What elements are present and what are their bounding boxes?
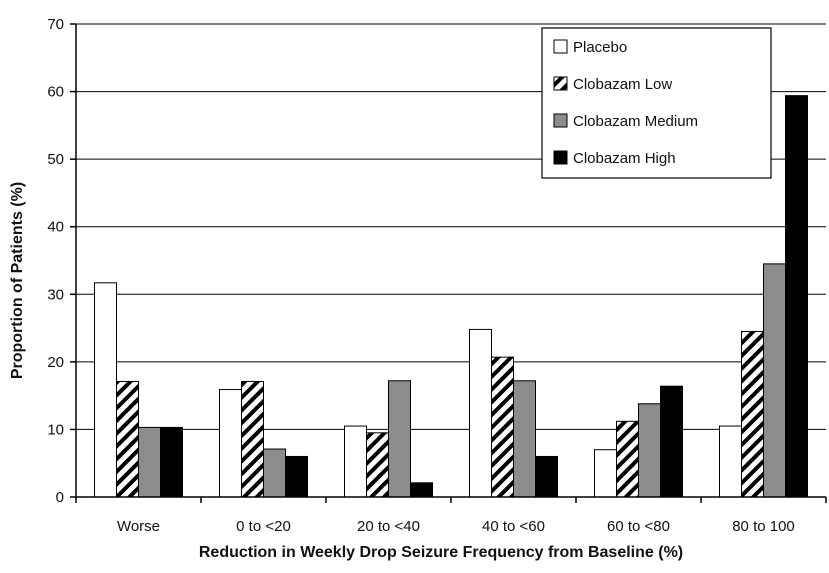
x-tick-label-worse: Worse xyxy=(117,518,160,535)
bar-clobazam-medium-0-to-20 xyxy=(263,448,286,498)
bars xyxy=(94,95,808,498)
bar-clobazam-medium-80-to-100 xyxy=(763,263,786,498)
legend-swatch-clobazam-high xyxy=(553,150,568,165)
legend-label-placebo: Placebo xyxy=(573,39,627,56)
bar-clobazam-low-80-to-100 xyxy=(741,330,764,498)
bar-clobazam-high-60-to-80 xyxy=(660,385,683,498)
bar-clobazam-high-40-to-60 xyxy=(535,455,558,498)
grid-lines xyxy=(76,23,826,430)
legend-label-clobazam-high: Clobazam High xyxy=(573,150,676,167)
y-tick-label-10: 10 xyxy=(47,421,64,438)
x-tick-label-0-to-20: 0 to <20 xyxy=(236,518,291,535)
bar-clobazam-high-worse xyxy=(160,426,183,498)
bar-placebo-60-to-80 xyxy=(594,449,617,498)
bar-placebo-20-to-40 xyxy=(344,425,367,498)
bar-clobazam-medium-20-to-40 xyxy=(388,380,411,498)
bar-clobazam-high-0-to-20 xyxy=(285,455,308,498)
bar-placebo-40-to-60 xyxy=(469,328,492,498)
y-tick-label-60: 60 xyxy=(47,84,64,101)
x-axis-title: Reduction in Weekly Drop Seizure Frequen… xyxy=(199,544,683,561)
legend-swatch-placebo xyxy=(553,39,568,54)
y-tick-labels: 0 10 20 30 40 50 60 70 xyxy=(47,16,64,506)
bar-clobazam-low-40-to-60 xyxy=(491,356,514,498)
y-tick-label-70: 70 xyxy=(47,16,64,33)
y-tick-label-20: 20 xyxy=(47,354,64,371)
legend-swatch-clobazam-low xyxy=(553,76,568,91)
y-tick-label-0: 0 xyxy=(56,489,64,506)
y-axis-title: Proportion of Patients (%) xyxy=(9,182,26,379)
bar-clobazam-high-20-to-40 xyxy=(410,482,433,498)
y-tick-label-50: 50 xyxy=(47,151,64,168)
bar-clobazam-medium-worse xyxy=(138,426,161,498)
bar-clobazam-low-0-to-20 xyxy=(241,380,264,498)
bar-clobazam-medium-40-to-60 xyxy=(513,380,536,498)
bar-placebo-worse xyxy=(94,282,117,498)
bar-clobazam-medium-60-to-80 xyxy=(638,403,661,498)
legend-box xyxy=(541,27,772,179)
x-tick-label-20-to-40: 20 to <40 xyxy=(357,518,420,535)
bar-clobazam-high-80-to-100 xyxy=(785,95,808,498)
bar-placebo-0-to-20 xyxy=(219,389,242,498)
y-tick-label-30: 30 xyxy=(47,286,64,303)
axes xyxy=(70,23,827,503)
bar-clobazam-low-60-to-80 xyxy=(616,420,639,498)
bar-clobazam-low-worse xyxy=(116,380,139,498)
legend-label-clobazam-low: Clobazam Low xyxy=(573,76,672,93)
bar-clobazam-low-20-to-40 xyxy=(366,432,389,498)
x-tick-label-60-to-80: 60 to <80 xyxy=(607,518,670,535)
legend: Placebo Clobazam Low Clobazam Medium Clobaz… xyxy=(541,27,772,179)
y-tick-label-40: 40 xyxy=(47,219,64,236)
bar-placebo-80-to-100 xyxy=(719,425,742,498)
legend-swatch-clobazam-medium xyxy=(553,113,568,128)
x-tick-labels: Worse 0 to <20 20 to <40 40 to <60 60 to <80… xyxy=(117,518,795,535)
legend-label-clobazam-medium: Clobazam Medium xyxy=(573,113,698,130)
x-tick-label-80-to-100: 80 to 100 xyxy=(732,518,795,535)
x-tick-label-40-to-60: 40 to <60 xyxy=(482,518,545,535)
